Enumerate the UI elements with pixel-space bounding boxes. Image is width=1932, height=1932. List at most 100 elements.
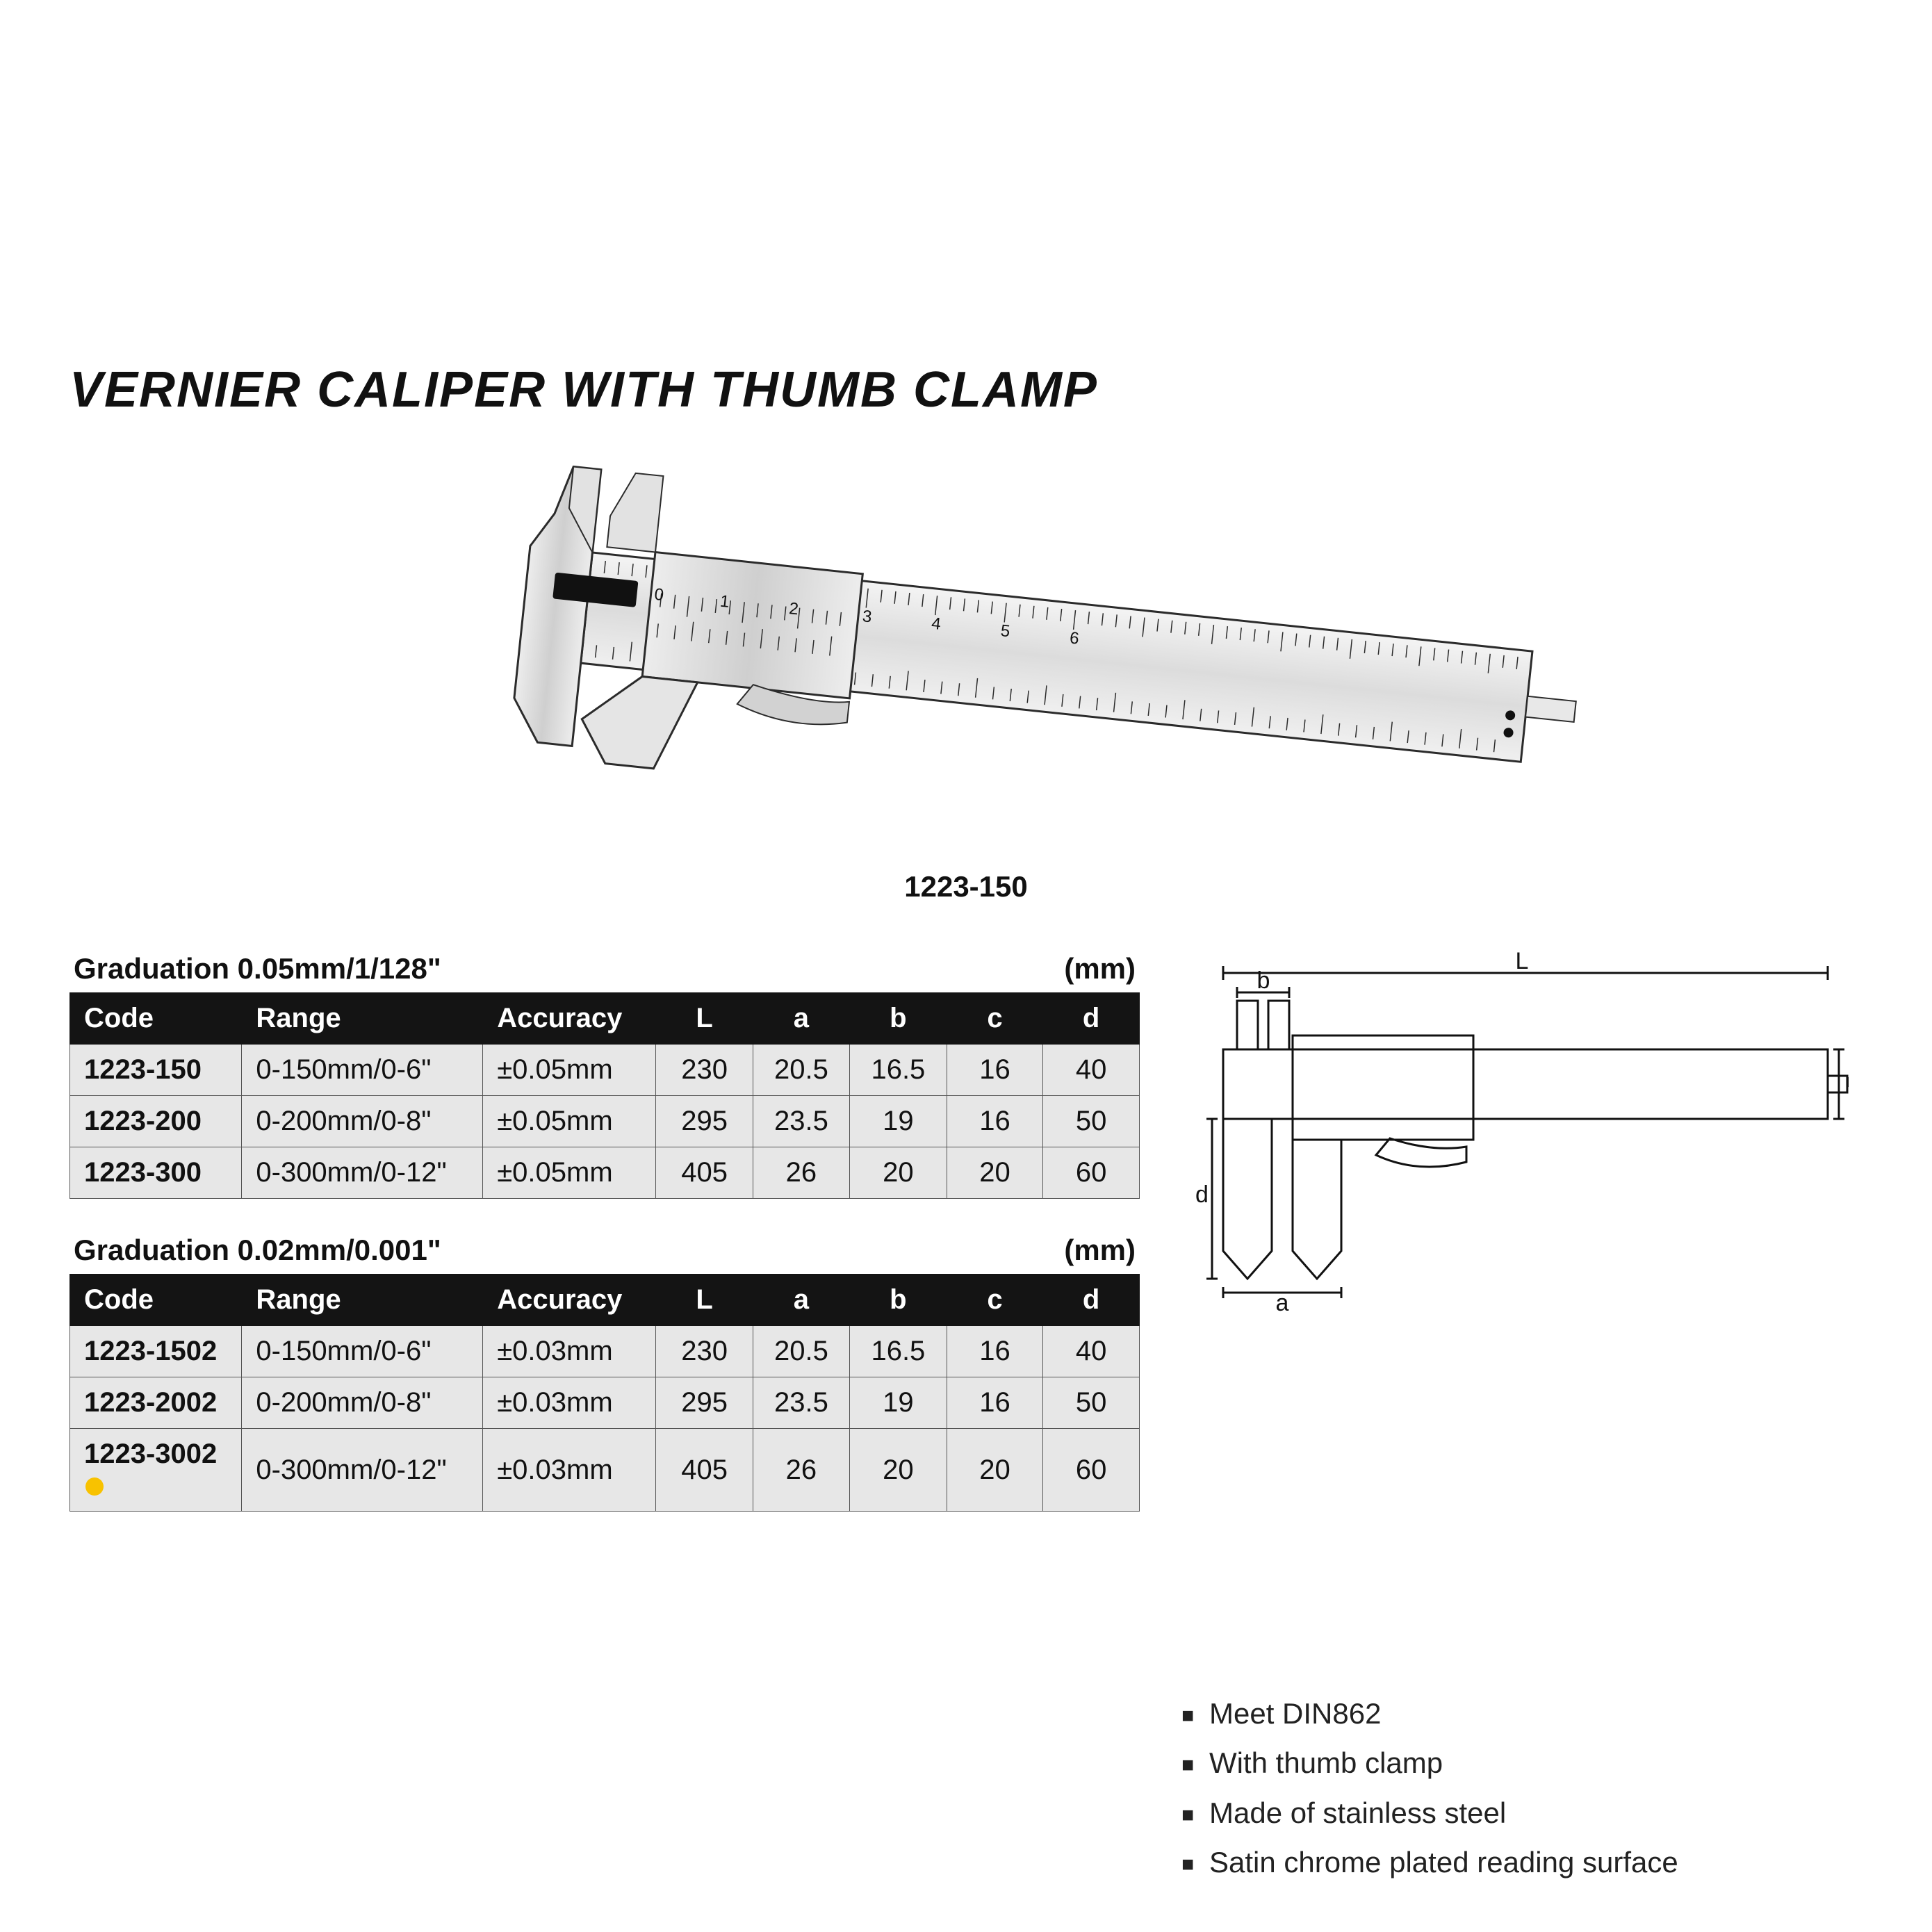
table-row: 1223-200 0-200mm/0-8" ±0.05mm 295 23.5 1…: [70, 1096, 1140, 1147]
svg-text:4: 4: [931, 614, 942, 634]
dim-label-b: b: [1257, 967, 1270, 994]
highlight-dot-icon: [85, 1477, 104, 1496]
cell-c: 16: [947, 1326, 1043, 1377]
cell-accuracy: ±0.03mm: [483, 1326, 656, 1377]
cell-range: 0-200mm/0-8": [242, 1377, 483, 1429]
cell-d: 40: [1043, 1045, 1140, 1096]
cell-code: 1223-200: [70, 1096, 242, 1147]
cell-d: 50: [1043, 1377, 1140, 1429]
col-b: b: [850, 1275, 947, 1326]
spec-table-1: Code Range Accuracy L a b c d 1223-1502 …: [69, 1274, 1140, 1512]
cell-d: 40: [1043, 1326, 1140, 1377]
table-row: 1223-2002 0-200mm/0-8" ±0.03mm 295 23.5 …: [70, 1377, 1140, 1429]
col-d: d: [1043, 993, 1140, 1045]
dim-label-L: L: [1516, 952, 1529, 974]
cell-code: 1223-2002: [70, 1377, 242, 1429]
dim-label-a: a: [1276, 1290, 1289, 1313]
cell-b: 16.5: [850, 1326, 947, 1377]
col-range: Range: [242, 993, 483, 1045]
cell-accuracy: ±0.03mm: [483, 1377, 656, 1429]
page-title: VERNIER CALIPER WITH THUMB CLAMP: [69, 361, 1863, 418]
cell-d: 60: [1043, 1147, 1140, 1199]
dim-label-d: d: [1195, 1181, 1209, 1208]
cell-L: 295: [656, 1377, 753, 1429]
table-row: 1223-3002 0-300mm/0-12" ±0.03mm 405 26 2…: [70, 1429, 1140, 1512]
graduation-block-0: Graduation 0.05mm/1/128" (mm) Code Range…: [69, 952, 1140, 1199]
cell-range: 0-300mm/0-12": [242, 1147, 483, 1199]
cell-a: 20.5: [753, 1326, 849, 1377]
cell-L: 295: [656, 1096, 753, 1147]
caliper-illustration: 0 1 2 3 4 5 6: [341, 453, 1591, 856]
col-a: a: [753, 993, 849, 1045]
cell-accuracy: ±0.03mm: [483, 1429, 656, 1512]
list-item: Satin chrome plated reading surface: [1181, 1837, 1863, 1887]
cell-d: 50: [1043, 1096, 1140, 1147]
cell-a: 26: [753, 1429, 849, 1512]
cell-L: 230: [656, 1326, 753, 1377]
model-label: 1223-150: [904, 870, 1028, 903]
cell-range: 0-200mm/0-8": [242, 1096, 483, 1147]
cell-d: 60: [1043, 1429, 1140, 1512]
dim-label-c: c: [1846, 1067, 1849, 1094]
list-item: Meet DIN862: [1181, 1689, 1863, 1738]
cell-range: 0-300mm/0-12": [242, 1429, 483, 1512]
product-image: 0 1 2 3 4 5 6 1223-150: [69, 453, 1863, 903]
list-item: Made of stainless steel: [1181, 1788, 1863, 1837]
cell-accuracy: ±0.05mm: [483, 1147, 656, 1199]
svg-text:5: 5: [999, 621, 1010, 641]
cell-accuracy: ±0.05mm: [483, 1096, 656, 1147]
cell-c: 16: [947, 1045, 1043, 1096]
col-code: Code: [70, 993, 242, 1045]
col-c: c: [947, 993, 1043, 1045]
col-accuracy: Accuracy: [483, 1275, 656, 1326]
cell-b: 20: [850, 1429, 947, 1512]
table-row: 1223-300 0-300mm/0-12" ±0.05mm 405 26 20…: [70, 1147, 1140, 1199]
graduation-block-1: Graduation 0.02mm/0.001" (mm) Code Range…: [69, 1234, 1140, 1512]
graduation-caption: Graduation 0.02mm/0.001": [74, 1234, 441, 1267]
table-row: 1223-150 0-150mm/0-6" ±0.05mm 230 20.5 1…: [70, 1045, 1140, 1096]
cell-c: 16: [947, 1096, 1043, 1147]
unit-label: (mm): [1064, 1234, 1136, 1267]
cell-L: 405: [656, 1429, 753, 1512]
cell-a: 20.5: [753, 1045, 849, 1096]
col-d: d: [1043, 1275, 1140, 1326]
cell-a: 26: [753, 1147, 849, 1199]
col-L: L: [656, 993, 753, 1045]
svg-text:1: 1: [719, 592, 730, 612]
svg-text:6: 6: [1069, 629, 1080, 648]
cell-c: 20: [947, 1429, 1043, 1512]
col-range: Range: [242, 1275, 483, 1326]
cell-L: 230: [656, 1045, 753, 1096]
dimension-drawing: L b c a d: [1181, 952, 1863, 1313]
spec-table-0: Code Range Accuracy L a b c d 1223-150 0…: [69, 992, 1140, 1199]
col-b: b: [850, 993, 947, 1045]
cell-code: 1223-1502: [70, 1326, 242, 1377]
col-a: a: [753, 1275, 849, 1326]
unit-label: (mm): [1064, 952, 1136, 985]
feature-list: Meet DIN862 With thumb clamp Made of sta…: [1181, 1689, 1863, 1888]
list-item: With thumb clamp: [1181, 1738, 1863, 1787]
table-row: 1223-1502 0-150mm/0-6" ±0.03mm 230 20.5 …: [70, 1326, 1140, 1377]
cell-code: 1223-150: [70, 1045, 242, 1096]
graduation-caption: Graduation 0.05mm/1/128": [74, 952, 441, 985]
cell-a: 23.5: [753, 1096, 849, 1147]
col-accuracy: Accuracy: [483, 993, 656, 1045]
cell-b: 19: [850, 1377, 947, 1429]
cell-c: 20: [947, 1147, 1043, 1199]
cell-code: 1223-300: [70, 1147, 242, 1199]
cell-b: 16.5: [850, 1045, 947, 1096]
cell-c: 16: [947, 1377, 1043, 1429]
cell-b: 20: [850, 1147, 947, 1199]
cell-accuracy: ±0.05mm: [483, 1045, 656, 1096]
cell-L: 405: [656, 1147, 753, 1199]
col-L: L: [656, 1275, 753, 1326]
cell-code: 1223-3002: [70, 1429, 242, 1512]
col-code: Code: [70, 1275, 242, 1326]
col-c: c: [947, 1275, 1043, 1326]
cell-b: 19: [850, 1096, 947, 1147]
cell-range: 0-150mm/0-6": [242, 1045, 483, 1096]
cell-range: 0-150mm/0-6": [242, 1326, 483, 1377]
spec-tables: Graduation 0.05mm/1/128" (mm) Code Range…: [69, 952, 1140, 1546]
cell-a: 23.5: [753, 1377, 849, 1429]
svg-text:0: 0: [653, 585, 664, 605]
